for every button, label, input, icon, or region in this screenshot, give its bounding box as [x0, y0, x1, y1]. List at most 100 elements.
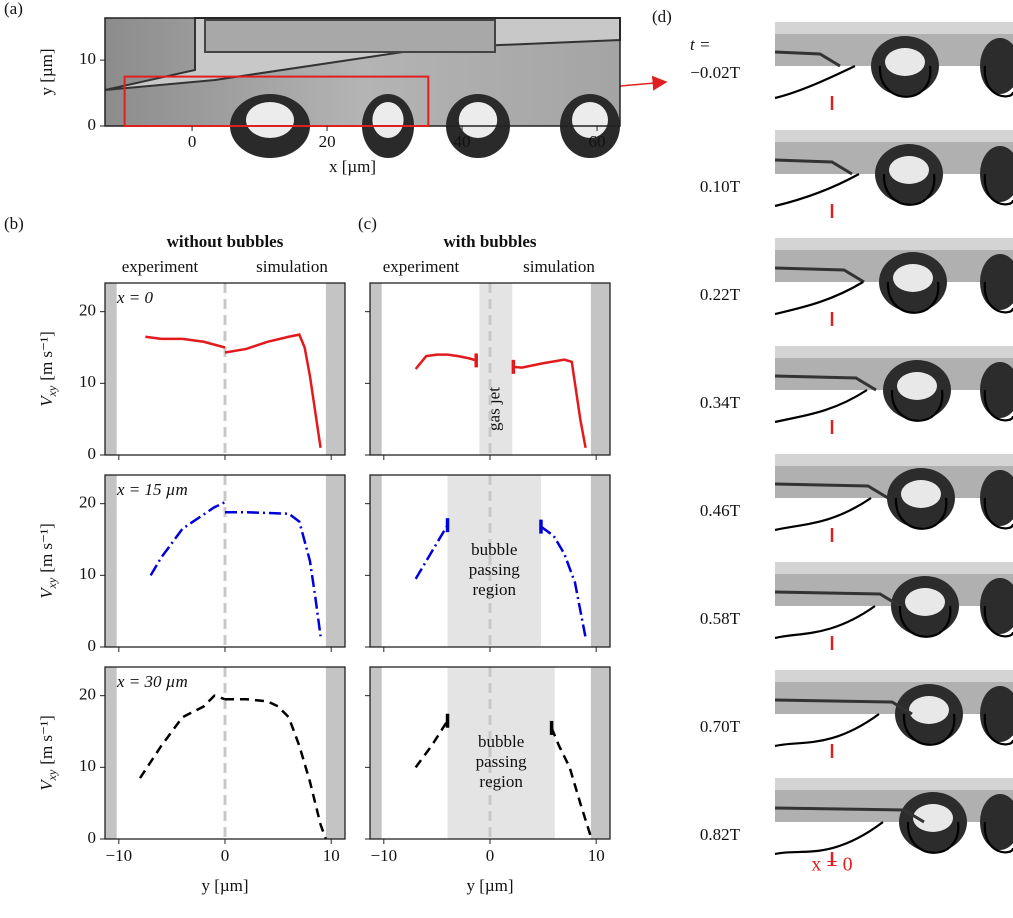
y-label-subscript: xy [45, 385, 59, 397]
region-label: region [473, 580, 517, 599]
x-tick-label: 0 [188, 132, 197, 151]
wall-band [370, 667, 382, 839]
series-line [541, 527, 586, 638]
x-tick-label: 10 [588, 846, 605, 865]
time-label: 0.82T [700, 825, 741, 844]
column-title: without bubbles [167, 232, 284, 251]
time-label: 0.46T [700, 501, 741, 520]
frame-wall [775, 130, 1013, 142]
frame-wall [775, 238, 1013, 250]
frame-wall [775, 562, 1013, 574]
x-tick-label: 0 [221, 846, 230, 865]
time-label: 0.34T [700, 393, 741, 412]
interface [775, 714, 1013, 746]
y-axis-label: Vxy[m s⁻¹] [37, 331, 59, 407]
y-axis-label: y [µm] [37, 48, 56, 95]
x-tick-label: 0 [486, 846, 495, 865]
column-title: with bubbles [443, 232, 536, 251]
region-label: bubble [478, 732, 524, 751]
y-label-unit: [m s⁻¹] [37, 715, 56, 764]
time-label: 0.58T [700, 609, 741, 628]
y-tick-label: 10 [79, 372, 96, 391]
series-line [145, 337, 225, 348]
y-tick-label: 20 [79, 301, 96, 320]
x-axis-label: y [µm] [466, 876, 513, 895]
frame-wall [775, 778, 1013, 790]
frame-bubble-core [889, 156, 929, 184]
annotation: x = 30 µm [116, 672, 188, 691]
wall-band [105, 667, 117, 839]
figure: (a) (b) (c) (d) without bubbles experime… [0, 0, 1013, 913]
x-axis-label: x [µm] [329, 157, 376, 176]
y-tick-label: 10 [79, 564, 96, 583]
frame-bubble-core [893, 264, 933, 292]
frame-bubble-core [897, 372, 937, 400]
channel-inner [205, 20, 495, 52]
frame-bubble-core [905, 588, 945, 616]
frame-wall [775, 454, 1013, 466]
wall-band [105, 283, 117, 455]
wall-band [591, 283, 610, 455]
frame-bubble-core [909, 696, 949, 724]
wall-band [326, 475, 345, 647]
y-label-unit: [m s⁻¹] [37, 331, 56, 380]
frame-bubble-core [901, 480, 941, 508]
x-tick-label: −10 [371, 846, 398, 865]
series-line [225, 699, 326, 839]
y-label-subscript: xy [45, 577, 59, 589]
time-label: 0.70T [700, 717, 741, 736]
y-tick-label: 0 [88, 636, 97, 655]
x-axis-label: y [µm] [201, 876, 248, 895]
wall-band [370, 283, 382, 455]
time-label: 0.10T [700, 177, 741, 196]
annotation: x = 0 [116, 288, 154, 307]
x-tick-label: −10 [106, 846, 133, 865]
series-line [140, 696, 225, 778]
region-label: region [479, 772, 523, 791]
x-tick-label: 20 [319, 132, 336, 151]
region-label: bubble [471, 540, 517, 559]
frame-bubble-core [885, 48, 925, 76]
x-tick-label: 40 [454, 132, 471, 151]
y-label-subscript: xy [45, 769, 59, 781]
frame-wall [775, 346, 1013, 358]
t-label: t = [690, 35, 710, 54]
y-tick-label: 10 [79, 756, 96, 775]
y-tick-label: 20 [79, 685, 96, 704]
frame-wall [775, 670, 1013, 682]
wall-band [591, 667, 610, 839]
bubble-core [246, 102, 294, 138]
wall-band [105, 475, 117, 647]
column-right: simulation [523, 257, 595, 276]
x-tick-label: 10 [323, 846, 340, 865]
panel-label: (d) [652, 7, 672, 26]
interface [775, 822, 1013, 854]
y-tick-label: 0 [88, 444, 97, 463]
time-label: −0.02T [690, 63, 740, 82]
panel-label: (b) [4, 214, 24, 233]
panel-label: (c) [358, 214, 377, 233]
region-label: gas jet [485, 387, 504, 431]
series-line [416, 721, 448, 768]
bubble-core [372, 102, 403, 138]
y-axis-label: Vxy[m s⁻¹] [37, 523, 59, 599]
y-label-unit: [m s⁻¹] [37, 523, 56, 572]
x0-label: x = 0 [811, 854, 852, 876]
region-label: passing [469, 560, 521, 579]
x-tick-label: 60 [589, 132, 606, 151]
frame-wall [775, 22, 1013, 34]
column-right: simulation [256, 257, 328, 276]
wall-band [591, 475, 610, 647]
time-label: 0.22T [700, 285, 741, 304]
wall-band [326, 283, 345, 455]
wall-band [370, 475, 382, 647]
column-left: experiment [383, 257, 460, 276]
panel-label: (a) [4, 0, 23, 18]
y-tick-label: 0 [88, 828, 97, 847]
series-line [225, 512, 321, 636]
series-line [416, 525, 448, 579]
series-line [416, 355, 477, 369]
series-line [151, 502, 225, 575]
y-tick-label: 20 [79, 493, 96, 512]
series-line [225, 335, 321, 448]
